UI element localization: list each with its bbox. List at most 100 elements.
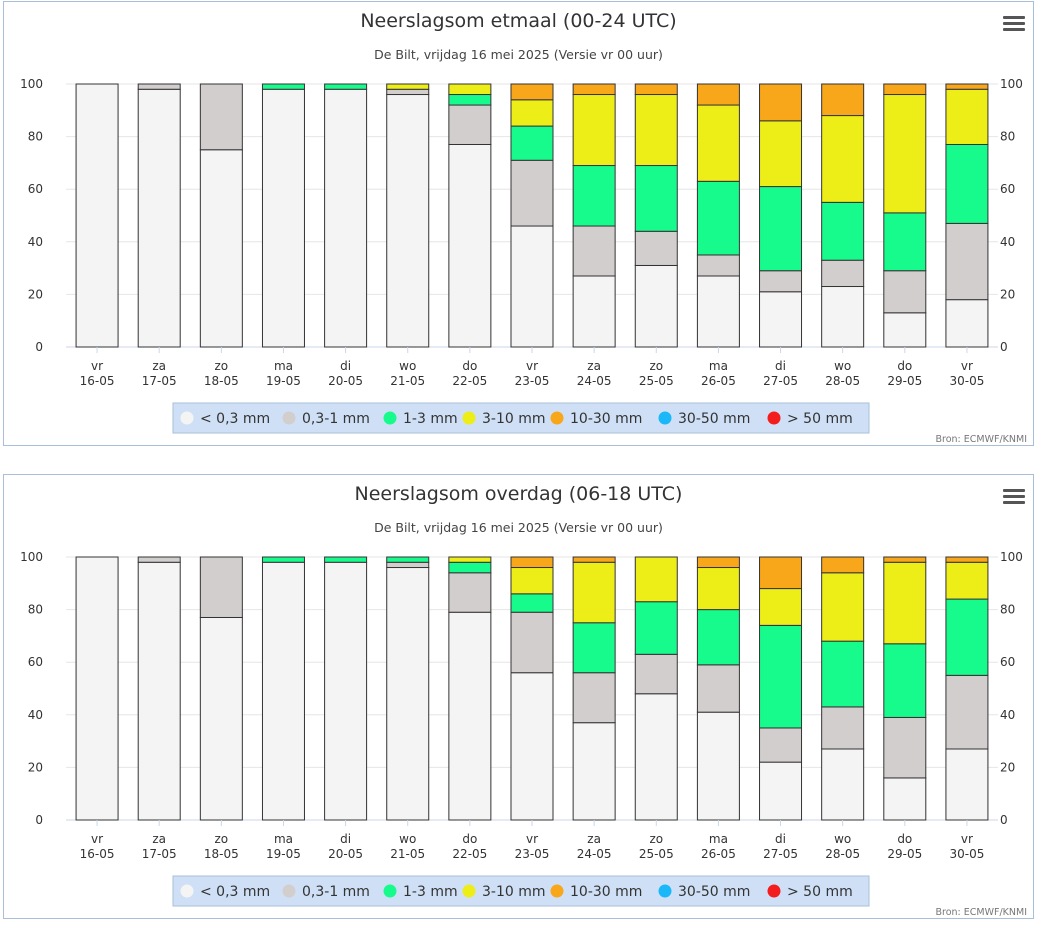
bar-segment[interactable] (448, 104, 492, 145)
bar-segment[interactable] (572, 722, 616, 821)
bar-segment[interactable] (883, 312, 927, 348)
bar-segment[interactable] (759, 291, 803, 348)
bar-segment[interactable] (883, 212, 927, 272)
bar-segment[interactable] (634, 653, 678, 695)
bar-segment[interactable] (634, 693, 678, 821)
bar-segment[interactable] (510, 225, 554, 348)
bar-segment[interactable] (572, 94, 616, 167)
bar-segment[interactable] (821, 83, 865, 117)
bar-segment[interactable] (634, 230, 678, 266)
bar-segment[interactable] (448, 83, 492, 96)
bar-segment[interactable] (696, 104, 740, 182)
bar-segment[interactable] (199, 83, 243, 151)
chart-menu-hamburger-icon[interactable] (1003, 489, 1025, 507)
legend-item[interactable]: > 50 mm (767, 411, 853, 427)
bar-segment[interactable] (261, 88, 305, 348)
bar-segment[interactable] (945, 748, 989, 821)
bar-segment[interactable] (883, 270, 927, 314)
bar-segment[interactable] (634, 601, 678, 655)
bar-segment[interactable] (199, 149, 243, 348)
legend-item[interactable]: 0,3-1 mm (282, 884, 370, 900)
bar-segment[interactable] (75, 556, 119, 821)
bar-segment[interactable] (759, 120, 803, 188)
bar-segment[interactable] (821, 259, 865, 288)
legend-item[interactable]: < 0,3 mm (180, 411, 271, 427)
bar-segment[interactable] (386, 556, 430, 563)
bar-segment[interactable] (510, 611, 554, 674)
bar-segment[interactable] (945, 598, 989, 676)
bar-segment[interactable] (386, 567, 430, 821)
bar-segment[interactable] (634, 556, 678, 603)
bar-segment[interactable] (759, 270, 803, 293)
bar-segment[interactable] (759, 186, 803, 272)
legend-item[interactable]: 1-3 mm (383, 884, 458, 900)
legend-item[interactable]: 1-3 mm (383, 411, 458, 427)
bar-segment[interactable] (945, 674, 989, 750)
bar-segment[interactable] (137, 83, 181, 90)
bar-segment[interactable] (572, 561, 616, 624)
legend-item[interactable]: < 0,3 mm (180, 884, 271, 900)
credits-text[interactable]: Bron: ECMWF/KNMI (936, 434, 1028, 445)
legend-item[interactable]: 30-50 mm (658, 884, 751, 900)
bar-segment[interactable] (945, 299, 989, 348)
bar-segment[interactable] (510, 125, 554, 161)
bar-segment[interactable] (696, 180, 740, 256)
bar-segment[interactable] (945, 83, 989, 90)
bar-segment[interactable] (324, 88, 368, 348)
bar-segment[interactable] (137, 88, 181, 348)
bar-segment[interactable] (634, 83, 678, 96)
legend-item[interactable]: 10-30 mm (550, 411, 643, 427)
bar-segment[interactable] (883, 556, 927, 563)
bar-segment[interactable] (448, 143, 492, 348)
bar-segment[interactable] (510, 159, 554, 227)
bar-segment[interactable] (386, 561, 430, 569)
legend-item[interactable]: 30-50 mm (658, 411, 751, 427)
bar-segment[interactable] (510, 567, 554, 595)
bar-segment[interactable] (75, 83, 119, 348)
bar-segment[interactable] (696, 609, 740, 666)
bar-segment[interactable] (696, 254, 740, 277)
bar-segment[interactable] (448, 611, 492, 821)
bar-segment[interactable] (759, 624, 803, 729)
bar-segment[interactable] (199, 556, 243, 618)
bar-segment[interactable] (572, 165, 616, 227)
bar-segment[interactable] (821, 640, 865, 708)
bar-segment[interactable] (324, 561, 368, 821)
bar-segment[interactable] (759, 588, 803, 626)
bar-segment[interactable] (324, 556, 368, 563)
bar-segment[interactable] (510, 556, 554, 569)
bar-segment[interactable] (634, 165, 678, 232)
bar-segment[interactable] (510, 593, 554, 613)
bar-segment[interactable] (945, 143, 989, 224)
legend-item[interactable]: 0,3-1 mm (282, 411, 370, 427)
bar-segment[interactable] (759, 556, 803, 590)
legend-item[interactable]: 10-30 mm (550, 884, 643, 900)
bar-segment[interactable] (572, 225, 616, 277)
bar-segment[interactable] (448, 556, 492, 563)
bar-segment[interactable] (510, 99, 554, 127)
credits-text[interactable]: Bron: ECMWF/KNMI (936, 907, 1028, 918)
bar-segment[interactable] (386, 88, 430, 96)
bar-segment[interactable] (324, 83, 368, 90)
bar-segment[interactable] (759, 83, 803, 122)
bar-segment[interactable] (261, 83, 305, 90)
bar-segment[interactable] (696, 567, 740, 611)
bar-segment[interactable] (696, 711, 740, 821)
chart-menu-hamburger-icon[interactable] (1003, 16, 1025, 34)
bar-segment[interactable] (883, 561, 927, 645)
bar-segment[interactable] (448, 561, 492, 574)
bar-segment[interactable] (572, 275, 616, 348)
legend-item[interactable]: 3-10 mm (462, 411, 546, 427)
bar-segment[interactable] (945, 222, 989, 301)
bar-segment[interactable] (821, 748, 865, 821)
bar-segment[interactable] (510, 672, 554, 821)
bar-segment[interactable] (572, 83, 616, 96)
bar-segment[interactable] (696, 664, 740, 713)
bar-segment[interactable] (821, 201, 865, 261)
bar-segment[interactable] (261, 556, 305, 563)
bar-segment[interactable] (821, 556, 865, 574)
bar-segment[interactable] (696, 83, 740, 106)
bar-segment[interactable] (821, 286, 865, 348)
bar-segment[interactable] (137, 561, 181, 821)
bar-segment[interactable] (821, 115, 865, 203)
